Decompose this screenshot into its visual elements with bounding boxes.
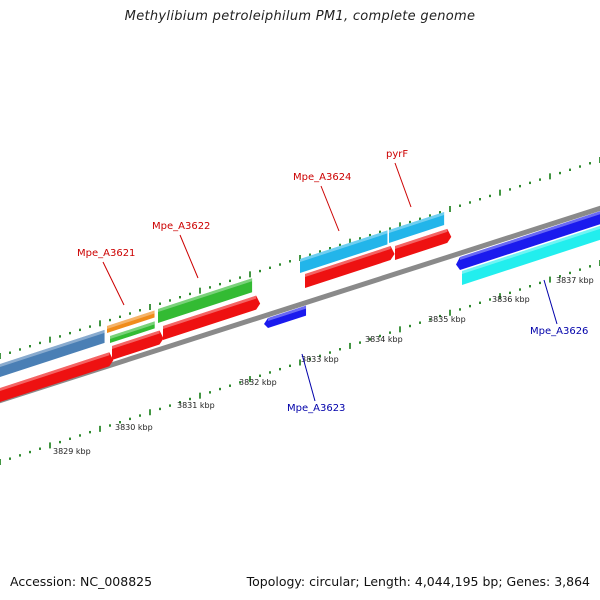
cds-skyblue-1[interactable] — [300, 230, 388, 273]
cds-red-5[interactable] — [395, 228, 452, 260]
cds-cyan-highlight — [462, 225, 600, 274]
cds-cyan[interactable] — [462, 224, 600, 285]
cds-blue-large[interactable] — [456, 210, 600, 270]
scale-label: 3834 kbp — [365, 335, 403, 344]
genome-summary-text: Topology: circular; Length: 4,044,195 bp… — [246, 574, 590, 589]
cds-red-3[interactable] — [163, 295, 261, 340]
cds-blue-small[interactable] — [264, 305, 307, 328]
cds-red-1[interactable] — [0, 352, 114, 402]
cds-green-small-highlight — [110, 321, 155, 339]
scale-label: 3830 kbp — [115, 423, 153, 432]
gene-label: Mpe_A3624 — [293, 172, 351, 183]
gene-leader-line — [543, 279, 558, 325]
cds-red-3-highlight — [163, 295, 257, 329]
scale-label: 3833 kbp — [301, 355, 339, 364]
scale-labels: 3829 kbp 3830 kbp 3831 kbp 3832 kbp 3833 kbp… — [53, 276, 594, 456]
backbone-line — [0, 205, 600, 404]
outer-tick-track — [0, 157, 600, 359]
cds-skyblue-2-highlight — [389, 211, 445, 233]
gene-leader-line — [394, 162, 412, 208]
cds-red-2[interactable] — [112, 330, 164, 360]
scale-label: 3835 kbp — [428, 315, 466, 324]
scale-label: 3837 kbp — [556, 276, 594, 285]
cds-orange-highlight — [107, 310, 155, 329]
cds-skyblue-1-highlight — [300, 230, 388, 262]
scale-label: 3832 kbp — [239, 378, 277, 387]
inner-tick-track — [0, 260, 600, 465]
gene-leader-line — [320, 185, 340, 232]
cds-green-large-highlight — [158, 278, 253, 312]
accession-text: Accession: NC_008825 — [10, 574, 153, 589]
gene-label: Mpe_A3623 — [287, 403, 345, 414]
gene-leader-line — [301, 353, 316, 402]
scale-label: 3836 kbp — [492, 295, 530, 304]
genome-backbone — [0, 205, 600, 404]
cds-red-4-highlight — [305, 246, 391, 277]
cds-red-4[interactable] — [305, 246, 395, 288]
cds-red-2-highlight — [112, 330, 160, 349]
cds-steelblue-highlight — [0, 329, 105, 367]
cds-green-small[interactable] — [110, 321, 155, 343]
gene-label: Mpe_A3626 — [530, 326, 588, 337]
cds-skyblue-2[interactable] — [389, 211, 445, 243]
cds-steelblue[interactable] — [0, 329, 105, 377]
gene-label: Mpe_A3621 — [77, 248, 135, 259]
gene-label: Mpe_A3622 — [152, 221, 210, 232]
scale-label: 3831 kbp — [177, 401, 215, 410]
cds-blue-large-highlight — [460, 211, 600, 260]
map-title: Methylibium petroleiphilum PM1, complete… — [124, 9, 476, 24]
gene-leader-line — [102, 261, 125, 306]
gene-features[interactable] — [0, 210, 600, 402]
cds-blue-small-highlight — [268, 305, 307, 321]
cds-red-5-highlight — [395, 228, 448, 249]
cds-orange[interactable] — [107, 310, 155, 333]
cds-red-1-highlight — [0, 352, 110, 391]
gene-label: pyrF — [386, 149, 408, 160]
gene-labels: Mpe_A3621 Mpe_A3622 Mpe_A3624 pyrF Mpe_A3623… — [77, 149, 588, 414]
cds-green-large[interactable] — [158, 278, 253, 323]
scale-label: 3829 kbp — [53, 447, 91, 456]
gene-leader-line — [179, 234, 199, 279]
